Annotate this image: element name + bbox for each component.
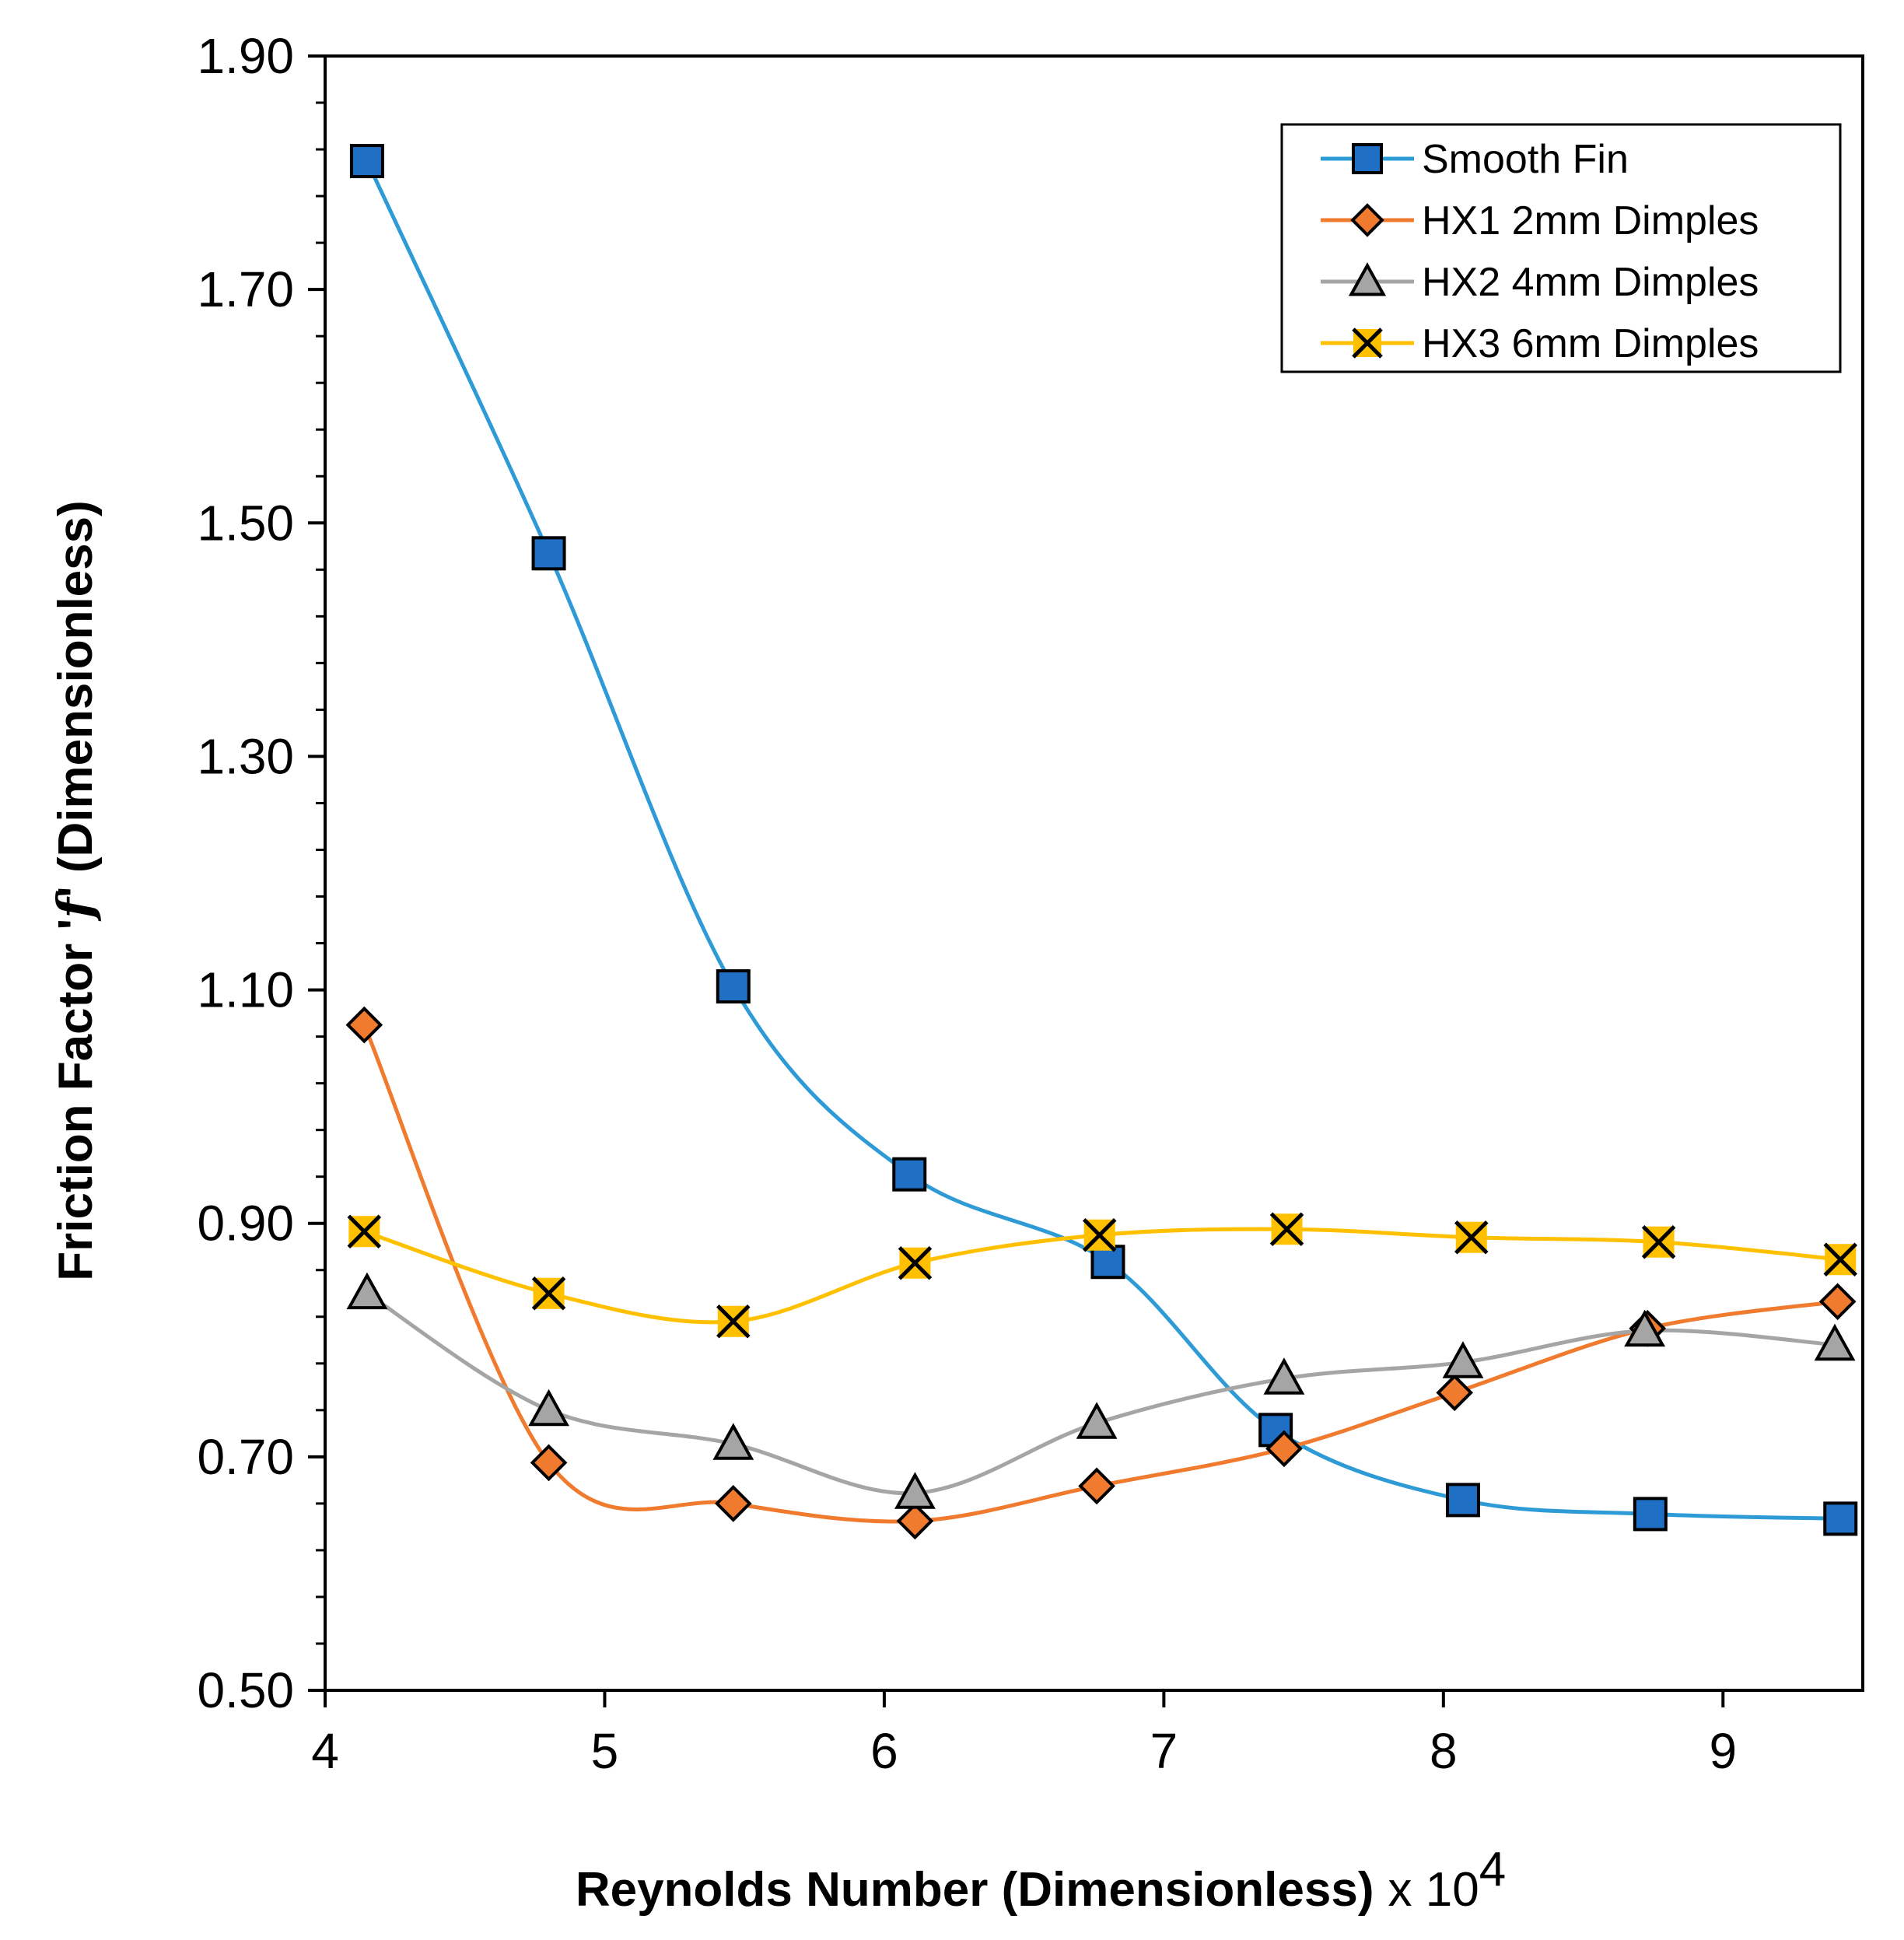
data-point-hx3-6mm-dimples — [1082, 1217, 1117, 1252]
data-point-hx1-2mm-dimples — [1436, 1374, 1474, 1412]
data-point-smooth-fin — [1823, 1501, 1858, 1536]
legend-marker — [1350, 203, 1384, 237]
x-tick-label: 8 — [1430, 1723, 1458, 1779]
x-axis-title: Reynolds Number (Dimensionless) x 104 — [576, 1843, 1506, 1917]
data-point-hx3-6mm-dimples — [531, 1276, 566, 1311]
legend: Smooth Fin HX1 2mm Dimples HX2 4mm Dimples… — [1280, 123, 1842, 373]
data-point-hx1-2mm-dimples — [896, 1502, 934, 1540]
data-point-smooth-fin — [1445, 1483, 1480, 1518]
data-point-hx2-4mm-dimples — [1442, 1341, 1484, 1378]
axes-layer: 0.50 0.70 0.90 1.10 1.30 1.50 1.70 1.90 4 5 6 7 8 9 — [197, 28, 1864, 1779]
data-point-hx2-4mm-dimples — [1076, 1402, 1118, 1439]
data-point-hx3-6mm-dimples — [1641, 1224, 1676, 1259]
y-tick-label: 1.30 — [197, 728, 294, 784]
data-point-hx2-4mm-dimples — [528, 1388, 569, 1427]
data-point-smooth-fin — [1633, 1497, 1668, 1532]
data-point-hx3-6mm-dimples — [1269, 1212, 1304, 1246]
y-axis-title-suffix: ' (Dimensionless) — [49, 500, 103, 898]
data-point-hx2-4mm-dimples — [1263, 1357, 1305, 1395]
legend-label: Smooth Fin — [1422, 137, 1629, 182]
x-tick-label: 5 — [591, 1723, 619, 1779]
series-markers-smooth-fin — [349, 144, 1858, 1536]
series-markers-hx3-6mm-dimples — [347, 1212, 1858, 1339]
y-axis-title: Friction Factor 'f' (Dimensionless) — [47, 500, 103, 1281]
legend-label: HX3 6mm Dimples — [1422, 321, 1759, 366]
x-axis-title-exponent: 4 — [1479, 1843, 1506, 1896]
data-point-hx1-2mm-dimples — [1818, 1283, 1857, 1321]
legend-label: HX1 2mm Dimples — [1422, 198, 1759, 243]
legend-marker — [1348, 262, 1387, 296]
x-axis-title-main: Reynolds Number (Dimensionless) — [576, 1863, 1374, 1917]
data-point-hx1-2mm-dimples — [530, 1444, 568, 1482]
series-markers-hx1-2mm-dimples — [345, 1006, 1857, 1540]
x-tick-label: 6 — [870, 1723, 898, 1779]
markers-layer — [345, 144, 1858, 1540]
data-point-hx1-2mm-dimples — [345, 1006, 383, 1044]
data-point-smooth-fin — [349, 144, 384, 179]
legend-item-hx1-2mm-dimples: HX1 2mm Dimples — [1321, 198, 1759, 243]
plot-frame — [324, 54, 1864, 1692]
x-tick-label: 7 — [1150, 1723, 1178, 1779]
legend-item-smooth-fin: Smooth Fin — [1321, 137, 1629, 182]
legend-item-hx2-4mm-dimples: HX2 4mm Dimples — [1321, 260, 1759, 305]
y-tick-label: 0.90 — [197, 1196, 294, 1252]
data-point-hx2-4mm-dimples — [894, 1472, 936, 1509]
x-tick-label: 9 — [1709, 1723, 1737, 1779]
data-point-hx3-6mm-dimples — [1454, 1220, 1489, 1255]
legend-label: HX2 4mm Dimples — [1422, 260, 1759, 305]
data-point-smooth-fin — [892, 1157, 927, 1192]
y-axis-title-prefix: Friction Factor ' — [49, 919, 103, 1281]
x-axis-title-multiplier: x 10 — [1388, 1863, 1479, 1917]
data-point-smooth-fin — [531, 536, 566, 571]
series-markers-hx2-4mm-dimples — [346, 1272, 1856, 1509]
data-point-hx2-4mm-dimples — [1814, 1323, 1856, 1361]
data-point-hx1-2mm-dimples — [714, 1485, 752, 1522]
data-point-hx2-4mm-dimples — [712, 1423, 754, 1460]
data-point-hx3-6mm-dimples — [1823, 1242, 1858, 1277]
data-point-hx3-6mm-dimples — [898, 1245, 933, 1280]
x-tick-label: 4 — [311, 1723, 339, 1779]
data-point-hx2-4mm-dimples — [346, 1272, 388, 1310]
legend-item-hx3-6mm-dimples: HX3 6mm Dimples — [1321, 321, 1759, 366]
legend-marker — [1352, 327, 1383, 359]
y-tick-label: 1.50 — [197, 495, 294, 551]
data-point-hx3-6mm-dimples — [347, 1214, 382, 1248]
y-tick-label: 1.90 — [197, 28, 294, 84]
y-tick-label: 0.70 — [197, 1429, 294, 1485]
y-tick-label: 1.70 — [197, 261, 294, 317]
data-point-hx1-2mm-dimples — [1265, 1430, 1303, 1468]
y-tick-label: 0.50 — [197, 1662, 294, 1718]
legend-marker — [1352, 143, 1383, 174]
data-point-smooth-fin — [1090, 1245, 1125, 1280]
data-point-hx2-4mm-dimples — [1624, 1309, 1666, 1347]
series-line-smooth-fin — [365, 160, 1841, 1521]
y-tick-label: 1.10 — [197, 962, 294, 1018]
data-point-smooth-fin — [716, 969, 751, 1004]
data-point-hx3-6mm-dimples — [716, 1304, 751, 1339]
data-point-hx1-2mm-dimples — [1078, 1467, 1115, 1505]
